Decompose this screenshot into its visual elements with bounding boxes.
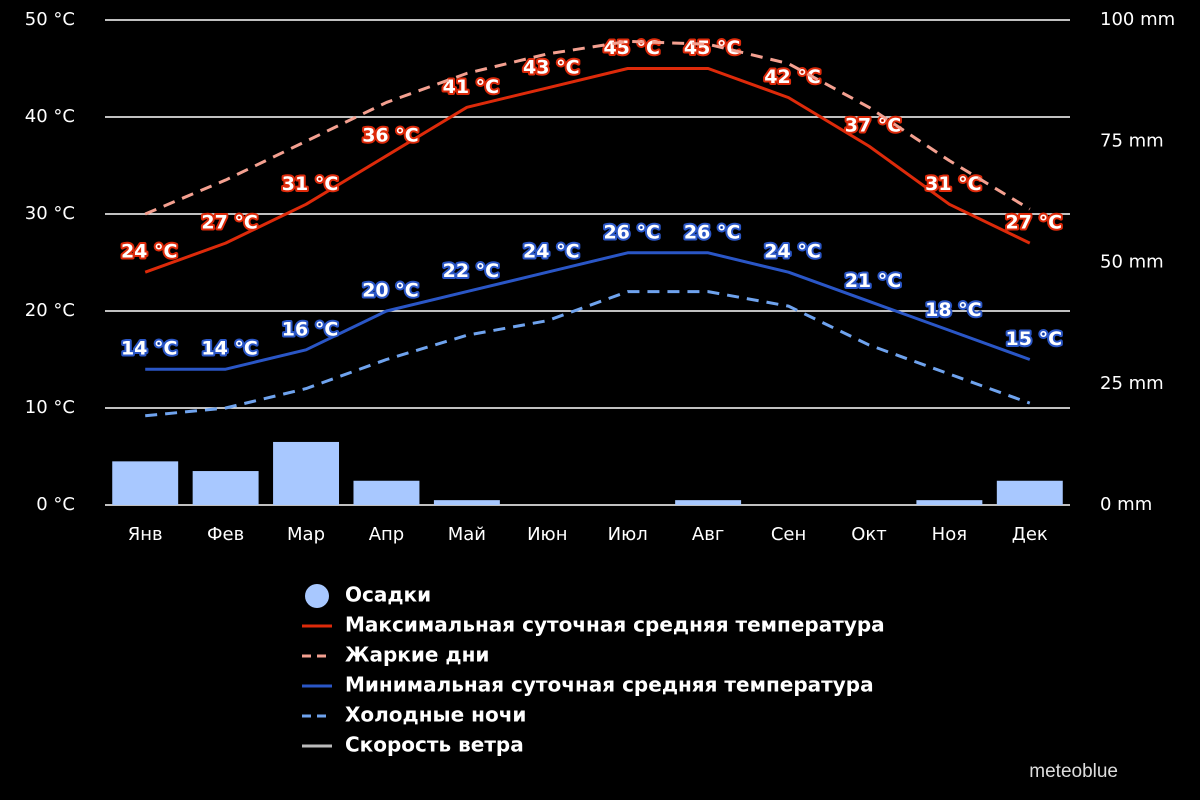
- value-label: 24 °C: [764, 241, 821, 263]
- x-tick-label: Ноя: [932, 524, 967, 545]
- value-label: 27 °C: [1006, 212, 1063, 234]
- legend-label: Холодные ночи: [345, 703, 526, 727]
- value-label: 21 °C: [845, 270, 902, 292]
- value-label: 18 °C: [925, 299, 982, 321]
- value-label: 41 °C: [443, 76, 500, 98]
- value-label: 43 °C: [523, 56, 580, 78]
- value-label: 36 °C: [362, 124, 419, 146]
- value-label: 37 °C: [845, 115, 902, 137]
- y-tick-label: 10 °C: [25, 397, 75, 418]
- bar: [433, 500, 500, 505]
- value-label: 31 °C: [925, 173, 982, 195]
- y-tick-label: 30 °C: [25, 203, 75, 224]
- y-tick-label: 40 °C: [25, 106, 75, 127]
- legend-marker: [305, 584, 329, 608]
- bar: [675, 500, 742, 505]
- x-tick-label: Дек: [1012, 524, 1048, 545]
- x-tick-label: Окт: [851, 524, 887, 545]
- x-tick-label: Апр: [369, 524, 405, 545]
- y2-tick-label: 0 mm: [1100, 494, 1152, 515]
- bar: [916, 500, 983, 505]
- bar: [996, 480, 1063, 505]
- y2-tick-label: 50 mm: [1100, 252, 1164, 273]
- line: [145, 290, 1031, 418]
- x-tick-label: Июл: [608, 524, 648, 545]
- value-label: 22 °C: [443, 260, 500, 282]
- legend-label: Максимальная суточная средняя температур…: [345, 613, 885, 637]
- y-tick-label: 50 °C: [25, 9, 75, 30]
- x-tick-label: Сен: [771, 524, 806, 545]
- value-label: 45 °C: [603, 37, 660, 59]
- watermark: meteoblue: [1029, 761, 1118, 782]
- value-label: 14 °C: [121, 338, 178, 360]
- value-label: 24 °C: [121, 241, 178, 263]
- line: [144, 39, 1031, 216]
- x-tick-label: Июн: [527, 524, 567, 545]
- y2-tick-label: 75 mm: [1100, 130, 1164, 151]
- line: [144, 67, 1031, 274]
- value-label: 26 °C: [684, 221, 741, 243]
- bar: [353, 480, 420, 505]
- legend-label: Жаркие дни: [345, 643, 489, 667]
- value-label: 15 °C: [1006, 328, 1063, 350]
- y2-tick-label: 100 mm: [1100, 9, 1175, 30]
- legend-label: Осадки: [345, 583, 431, 607]
- value-label: 14 °C: [201, 338, 258, 360]
- y-tick-label: 0 °C: [36, 494, 75, 515]
- bar: [273, 441, 340, 505]
- x-tick-label: Май: [448, 524, 486, 545]
- x-tick-label: Мар: [287, 524, 325, 545]
- value-label: 16 °C: [282, 318, 339, 340]
- x-tick-label: Фев: [207, 524, 244, 545]
- value-label: 26 °C: [603, 221, 660, 243]
- legend-label: Скорость ветра: [345, 733, 524, 757]
- x-tick-label: Авг: [692, 524, 724, 545]
- value-label: 31 °C: [282, 173, 339, 195]
- y-tick-label: 20 °C: [25, 300, 75, 321]
- line: [145, 251, 1031, 371]
- bar: [112, 461, 179, 505]
- x-tick-label: Янв: [128, 524, 163, 545]
- y2-tick-label: 25 mm: [1100, 373, 1164, 394]
- value-label: 45 °C: [684, 37, 741, 59]
- value-label: 24 °C: [523, 241, 580, 263]
- value-label: 27 °C: [201, 212, 258, 234]
- legend-label: Минимальная суточная средняя температура: [345, 673, 874, 697]
- value-label: 20 °C: [362, 280, 419, 302]
- bar: [192, 471, 259, 505]
